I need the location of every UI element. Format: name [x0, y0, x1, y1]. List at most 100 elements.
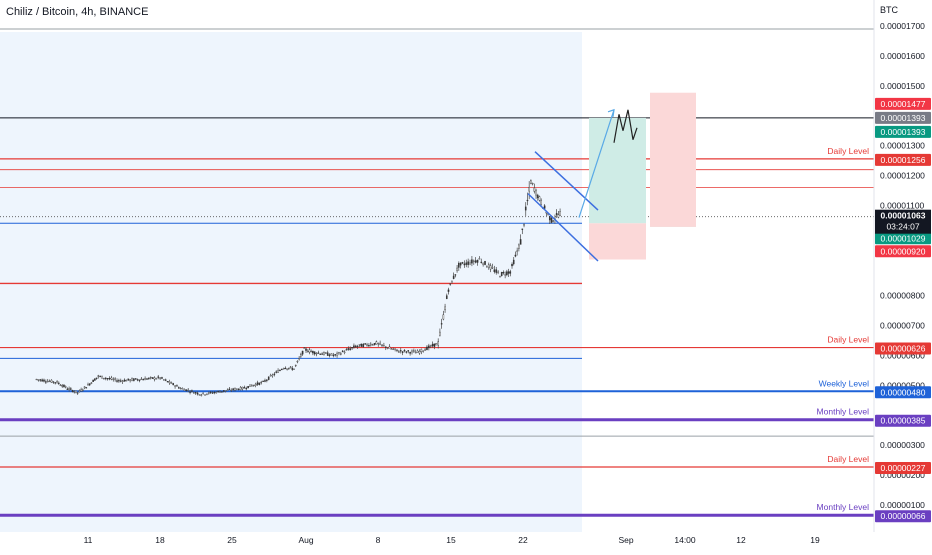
candle-body — [379, 342, 381, 345]
candle-body — [405, 351, 408, 353]
candle-body — [68, 388, 70, 390]
candle-body — [127, 378, 130, 381]
candle-body — [284, 367, 287, 370]
candle-body — [56, 381, 58, 384]
candle-body — [288, 367, 290, 370]
candle-body — [326, 352, 329, 356]
candle-body — [37, 379, 40, 381]
candle-body — [535, 189, 537, 196]
candle-body — [110, 377, 113, 380]
candle-body — [530, 180, 532, 184]
candle-body — [444, 306, 446, 311]
price-tick-label: 0.00001700 — [880, 21, 925, 31]
chart-title: Chiliz / Bitcoin, 4h, BINANCE — [6, 6, 149, 18]
candle-body — [41, 379, 43, 382]
candle-body — [61, 385, 64, 387]
time-tick-label: 15 — [446, 535, 456, 545]
candle-body — [133, 378, 135, 381]
current-price-label: 0.00001063 — [881, 211, 926, 221]
candle-body — [237, 388, 240, 391]
time-tick-label: 19 — [810, 535, 820, 545]
candle-body — [296, 360, 299, 363]
projection-arrowhead — [607, 108, 615, 117]
countdown-label: 03:24:07 — [886, 222, 919, 232]
channel-upper-line[interactable] — [534, 151, 599, 211]
level-price-label-daily-bg — [875, 462, 931, 475]
candle-body — [364, 343, 366, 345]
candle-body — [461, 262, 464, 264]
candle-body — [360, 343, 363, 347]
position-label-red: 0.00000920 — [881, 246, 926, 256]
candle-body — [550, 217, 553, 223]
candle-body — [70, 388, 72, 390]
candle-body — [151, 377, 154, 379]
candle-body — [519, 239, 522, 245]
candle-body — [384, 346, 387, 348]
candle-body — [411, 350, 413, 353]
candle-body — [204, 394, 206, 396]
candle-body — [445, 295, 448, 299]
candle-body — [375, 341, 378, 345]
time-tick-label: 18 — [155, 535, 165, 545]
candle-body — [153, 377, 156, 380]
candle-body — [63, 384, 65, 387]
candle-body — [146, 378, 148, 380]
candle-body — [319, 353, 322, 355]
candle-body — [500, 271, 503, 276]
candle-body — [332, 354, 335, 357]
candle-body — [178, 387, 180, 389]
level-price-label-monthly-bg — [875, 414, 931, 427]
candle-body — [266, 379, 268, 381]
candle-body — [134, 378, 137, 380]
currency-label: BTC — [880, 5, 899, 15]
level-price-label-daily-bg — [875, 342, 931, 355]
candle-body — [392, 348, 395, 350]
price-tick-label: 0.00000500 — [880, 380, 925, 390]
position-label-red-bg — [875, 97, 931, 110]
candle-body — [217, 390, 219, 393]
candle-body — [509, 271, 512, 274]
candle-body — [347, 348, 350, 350]
position-label-red: 0.00001477 — [881, 99, 926, 109]
candle-body — [557, 214, 560, 218]
candle-body — [83, 386, 86, 388]
candle-body — [281, 368, 283, 371]
level-price-label-weekly: 0.00000480 — [881, 387, 926, 397]
candle-body — [511, 264, 513, 267]
candle-body — [108, 378, 111, 380]
price-tick-label: 0.00001300 — [880, 141, 925, 151]
candle-body — [381, 344, 383, 346]
projection-arrow[interactable] — [578, 109, 615, 218]
candle-body — [308, 349, 311, 353]
profit-zone[interactable] — [589, 117, 646, 224]
candle-body — [163, 379, 165, 381]
candle-body — [518, 244, 520, 249]
candle-body — [58, 382, 60, 384]
candle-body — [482, 262, 484, 265]
candle-body — [293, 368, 295, 370]
candle-body — [88, 383, 91, 386]
candle-body — [106, 378, 109, 380]
candle-body — [222, 390, 225, 392]
level-text-daily: Daily Level — [827, 146, 869, 156]
candle-body — [439, 331, 441, 336]
level-text-daily: Daily Level — [827, 454, 869, 464]
candle-body — [209, 391, 212, 393]
price-tick-label: 0.00000600 — [880, 350, 925, 360]
candle-body — [305, 348, 307, 351]
candle-body — [99, 375, 101, 378]
candle-body — [399, 350, 402, 352]
candle-body — [526, 199, 529, 202]
candle-body — [428, 345, 430, 349]
channel-lower-line[interactable] — [527, 193, 599, 262]
candle-body — [371, 344, 374, 346]
candle-body — [181, 388, 184, 390]
candle-body — [523, 224, 525, 226]
loss-zone[interactable] — [589, 223, 646, 260]
candle-body — [206, 393, 208, 395]
candle-body — [59, 384, 62, 387]
loss-zone[interactable] — [650, 92, 696, 227]
candle-body — [398, 351, 400, 353]
